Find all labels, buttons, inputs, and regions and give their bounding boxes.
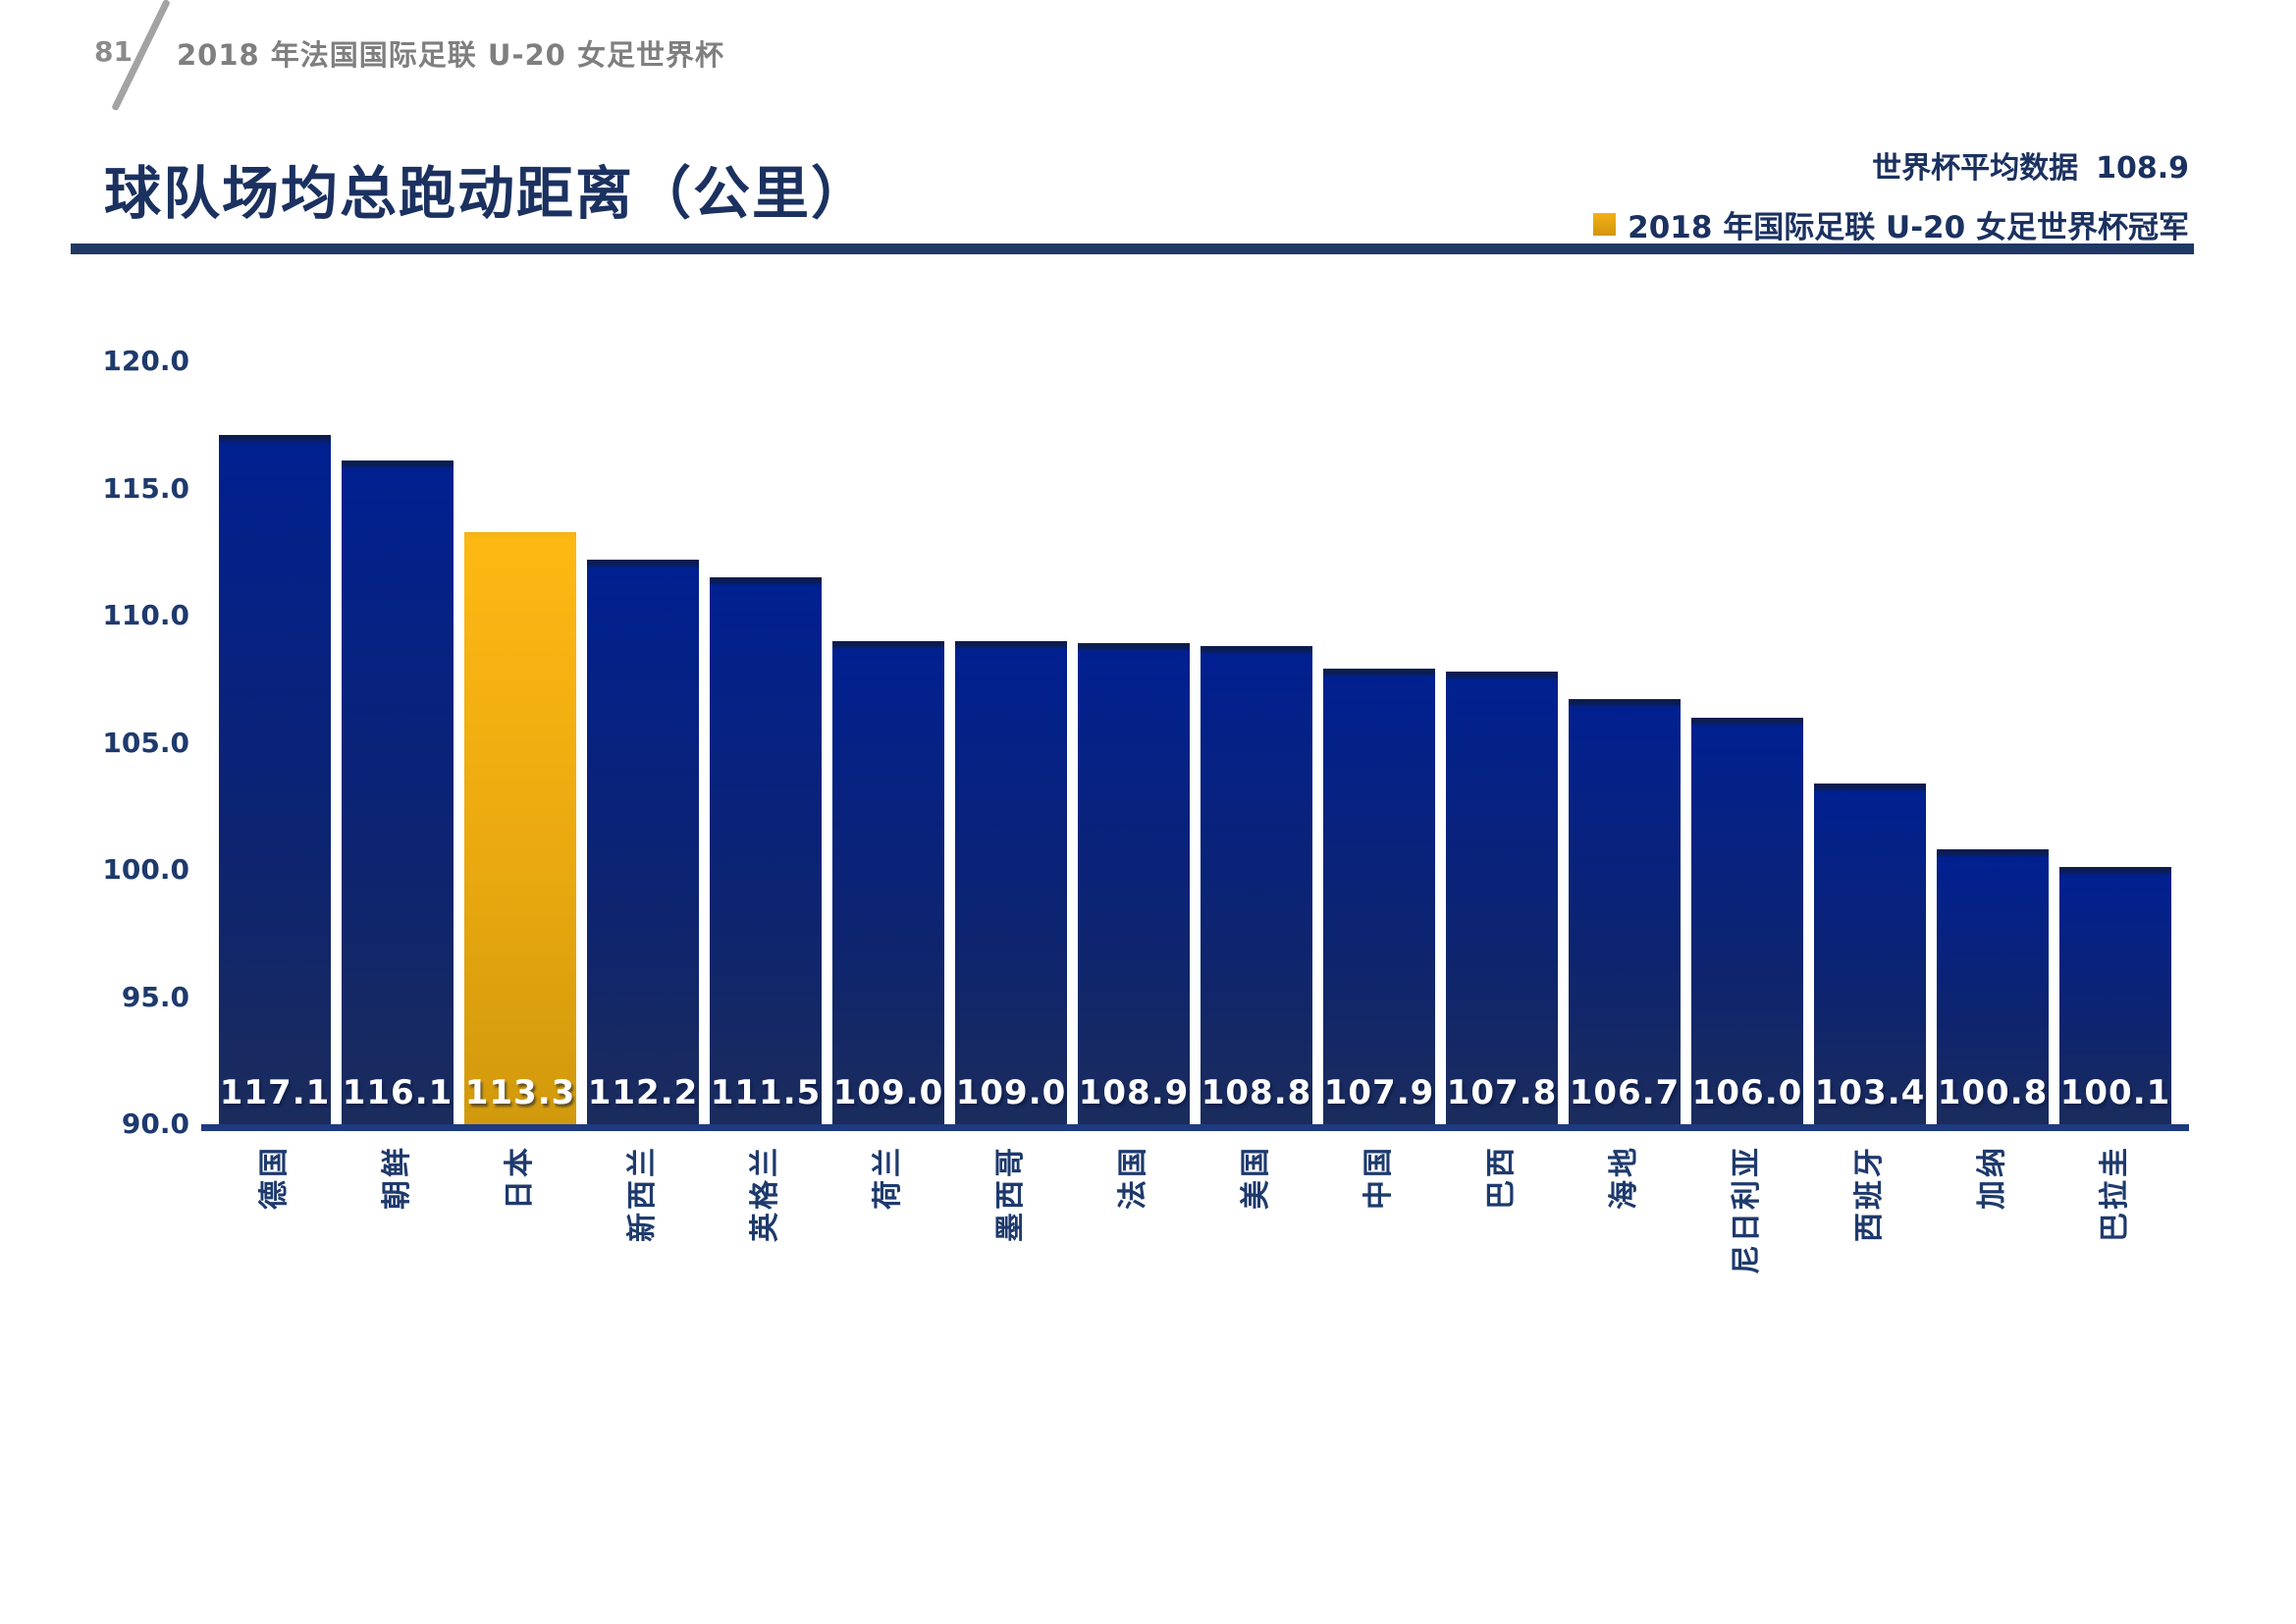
bar-value-label: 100.8 bbox=[1937, 1073, 2049, 1112]
bar-value-label: 116.1 bbox=[342, 1073, 454, 1112]
bar-value-label: 109.0 bbox=[832, 1073, 944, 1112]
bar-value-label: 100.1 bbox=[2059, 1073, 2171, 1112]
page-number: 81 bbox=[94, 35, 133, 68]
y-axis-tick-label: 100.0 bbox=[102, 853, 189, 886]
x-axis-label: 英格兰 bbox=[748, 1145, 782, 1242]
bar-尼日利亚 bbox=[1691, 717, 1803, 1124]
x-axis-label: 德国 bbox=[257, 1145, 292, 1210]
x-axis-label: 日本 bbox=[503, 1145, 537, 1210]
bar-德国 bbox=[219, 435, 331, 1124]
bar-value-label: 113.3 bbox=[464, 1073, 576, 1112]
bar-value-label: 108.9 bbox=[1078, 1073, 1190, 1112]
gold-square-icon bbox=[1593, 213, 1617, 236]
x-axis-label: 尼日利亚 bbox=[1730, 1145, 1764, 1274]
bar-荷兰 bbox=[832, 640, 944, 1124]
bar-加纳 bbox=[1937, 849, 2049, 1124]
bar-value-label: 108.8 bbox=[1201, 1073, 1312, 1112]
bar-英格兰 bbox=[710, 577, 822, 1124]
x-axis-label: 美国 bbox=[1239, 1145, 1273, 1210]
x-axis-label: 墨西哥 bbox=[993, 1145, 1028, 1242]
x-axis-label: 中国 bbox=[1362, 1145, 1396, 1210]
bar-value-label: 106.7 bbox=[1569, 1073, 1681, 1112]
bar-value-label: 117.1 bbox=[219, 1073, 331, 1112]
x-axis-label: 加纳 bbox=[1975, 1145, 2009, 1210]
y-axis-tick-label: 115.0 bbox=[102, 471, 189, 505]
bar-朝鲜 bbox=[342, 460, 454, 1124]
bar-新西兰 bbox=[587, 560, 699, 1124]
x-axis-label: 荷兰 bbox=[871, 1145, 905, 1210]
x-axis-label: 西班牙 bbox=[1852, 1145, 1887, 1242]
bar-法国 bbox=[1078, 643, 1190, 1124]
bar-value-label: 107.8 bbox=[1446, 1073, 1558, 1112]
legend-average-value: 108.9 bbox=[2096, 151, 2189, 186]
legend-average-row: 世界杯平均数据 108.9 bbox=[1593, 143, 2189, 187]
y-axis-tick-label: 110.0 bbox=[102, 599, 189, 631]
x-axis-label: 法国 bbox=[1116, 1145, 1150, 1210]
chart-legend: 世界杯平均数据 108.9 2018 年国际足联 U-20 女足世界杯冠军 bbox=[1593, 143, 2189, 246]
chart-title: 球队场均总跑动距离（公里） bbox=[104, 160, 871, 227]
bar-value-label: 106.0 bbox=[1691, 1073, 1803, 1112]
bar-巴西 bbox=[1446, 671, 1558, 1124]
y-axis-tick-label: 95.0 bbox=[121, 980, 189, 1013]
bar-中国 bbox=[1323, 669, 1435, 1124]
bar-美国 bbox=[1201, 646, 1312, 1124]
bar-value-label: 111.5 bbox=[710, 1073, 822, 1112]
report-header: 2018 年法国国际足联 U-20 女足世界杯 bbox=[177, 38, 724, 72]
y-axis-tick-label: 120.0 bbox=[102, 345, 189, 377]
title-divider bbox=[71, 244, 2194, 254]
y-axis-tick-label: 105.0 bbox=[102, 726, 189, 759]
legend-average-label: 世界杯平均数据 bbox=[1872, 151, 2079, 186]
bar-highlighted-日本 bbox=[464, 531, 576, 1124]
bar-value-label: 107.9 bbox=[1323, 1073, 1435, 1112]
legend-champion-row: 2018 年国际足联 U-20 女足世界杯冠军 bbox=[1593, 202, 2189, 246]
x-axis-label: 朝鲜 bbox=[380, 1145, 414, 1210]
x-axis-line bbox=[201, 1124, 2189, 1131]
bar-西班牙 bbox=[1814, 783, 1926, 1124]
y-axis-tick-label: 90.0 bbox=[121, 1108, 189, 1140]
bar-墨西哥 bbox=[955, 640, 1067, 1124]
x-axis-label: 海地 bbox=[1607, 1145, 1641, 1210]
x-axis-label: 巴拉圭 bbox=[2098, 1145, 2132, 1242]
bar-海地 bbox=[1569, 699, 1681, 1124]
bar-value-label: 112.2 bbox=[587, 1073, 699, 1112]
bar-value-label: 103.4 bbox=[1814, 1073, 1926, 1112]
x-axis-label: 巴西 bbox=[1484, 1145, 1519, 1210]
bar-value-label: 109.0 bbox=[955, 1073, 1067, 1112]
x-axis-label: 新西兰 bbox=[625, 1145, 660, 1242]
legend-champion-label: 2018 年国际足联 U-20 女足世界杯冠军 bbox=[1628, 210, 2189, 245]
bar-巴拉圭 bbox=[2059, 867, 2171, 1124]
